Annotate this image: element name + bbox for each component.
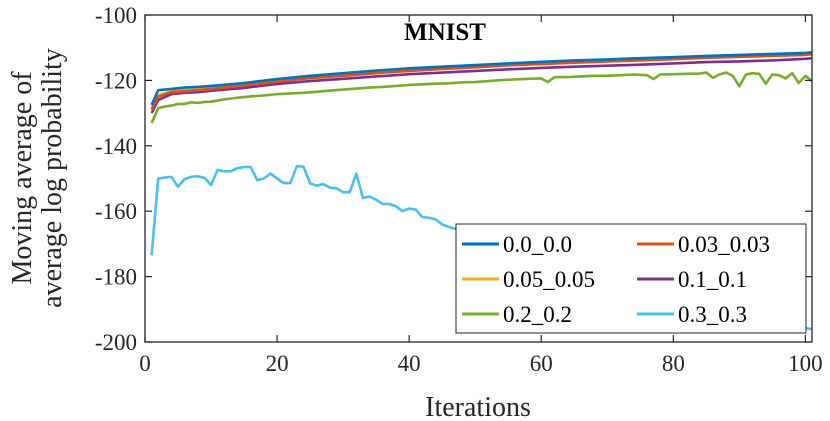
y-axis-label-line1: Moving average of (7, 71, 38, 285)
y-tick-label: -160 (95, 199, 137, 224)
x-tick-label: 40 (398, 351, 421, 376)
legend-label-4: 0.2_0.2 (503, 302, 572, 327)
plot-frame (144, 14, 813, 343)
chart-title: MNIST (404, 19, 486, 46)
x-axis-label: Iterations (425, 392, 531, 421)
x-tick-label: 80 (662, 351, 685, 376)
legend-label-0: 0.0_0.0 (503, 232, 572, 257)
legend-box (455, 223, 807, 334)
y-tick-label: -180 (95, 265, 137, 290)
x-tick-label: 60 (530, 351, 553, 376)
x-tick-label: 0 (139, 351, 151, 376)
ticks-layer: 0 20 40 60 80 100 -100 -120 -140 -160 -180 -200 (95, 3, 823, 376)
series-layer (150, 50, 813, 331)
legend-label-2: 0.05_0.05 (503, 267, 595, 292)
legend-label-5: 0.3_0.3 (678, 302, 747, 327)
y-tick-label: -120 (95, 68, 137, 93)
y-tick-label: -200 (95, 330, 137, 355)
y-tick-label: -100 (95, 3, 137, 28)
series-line-0.0_0.0 (150, 50, 813, 106)
series-line-0.1_0.1 (150, 56, 813, 114)
y-axis-label-line2: average log probability (37, 48, 68, 308)
legend-label-3: 0.1_0.1 (678, 267, 747, 292)
x-tick-label: 20 (266, 351, 289, 376)
legend: 0.0_0.0 0.03_0.03 0.05_0.05 0.1_0.1 0.2_… (455, 223, 807, 334)
legend-label-1: 0.03_0.03 (678, 232, 770, 257)
series-line-0.03_0.03 (150, 52, 813, 111)
x-tick-label: 100 (788, 351, 823, 376)
y-tick-label: -140 (95, 134, 137, 159)
series-line-0.2_0.2 (150, 71, 813, 124)
